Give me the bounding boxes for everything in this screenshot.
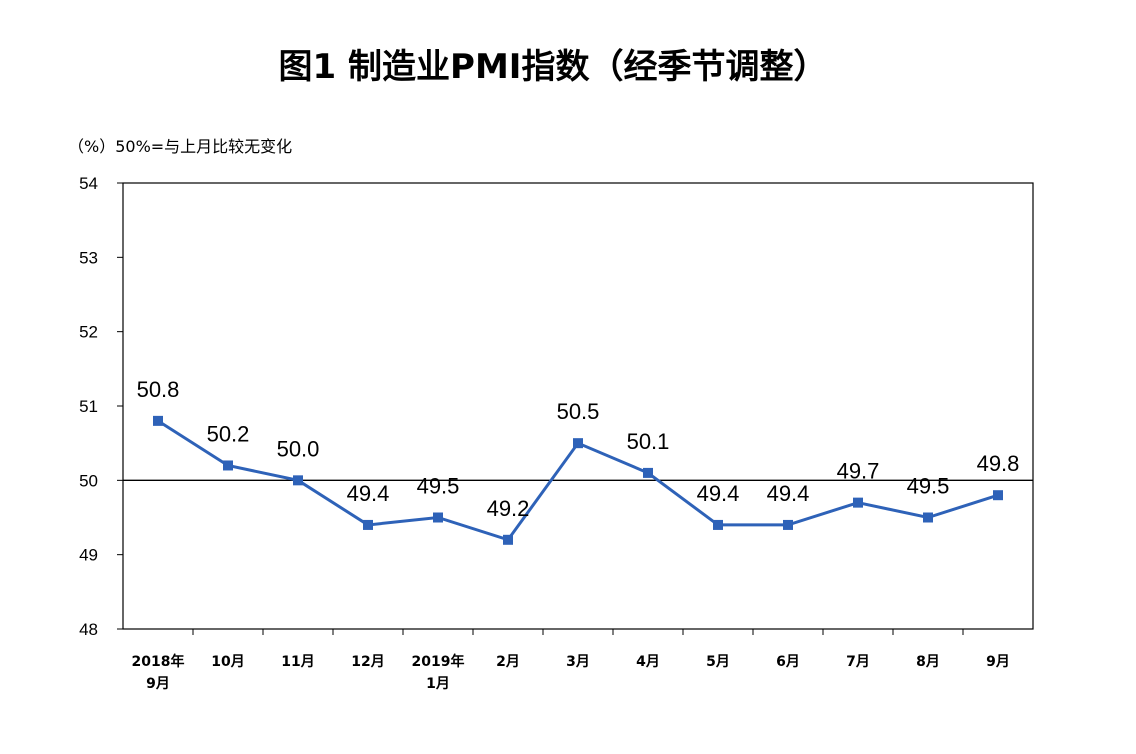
data-point-marker <box>573 438 583 449</box>
x-tick-label: 10月 <box>211 654 244 670</box>
data-point-marker <box>363 519 373 530</box>
data-label: 50.5 <box>557 399 600 424</box>
y-tick-label: 52 <box>79 323 98 342</box>
x-tick-label: 8月 <box>916 654 940 670</box>
data-label: 49.8 <box>977 451 1020 476</box>
data-point-marker <box>783 519 793 530</box>
x-tick-label: 2月 <box>496 654 520 670</box>
data-label: 49.2 <box>487 496 530 521</box>
data-point-marker <box>643 467 653 478</box>
y-tick-label: 54 <box>79 174 98 193</box>
data-label: 49.4 <box>347 481 390 506</box>
data-labels: 50.8 50.2 50.0 49.4 49.5 49.2 50.5 50.1 49.4 49.4… <box>137 377 1020 521</box>
chart-title: 图1 制造业PMI指数（经季节调整） <box>279 47 828 87</box>
series-markers <box>153 415 1003 545</box>
y-tick-label: 49 <box>79 546 98 565</box>
x-tick-label: 4月 <box>636 654 660 670</box>
y-tick-label: 53 <box>79 248 98 267</box>
x-tick-label: 2019年 <box>412 653 465 670</box>
x-tick-label: 11月 <box>281 654 314 670</box>
x-tick-label: 7月 <box>846 654 870 670</box>
data-point-marker <box>853 497 863 508</box>
data-point-marker <box>223 460 233 471</box>
data-point-marker <box>433 512 443 523</box>
data-point-marker <box>503 534 513 545</box>
y-tick-label: 50 <box>79 471 98 490</box>
data-label: 49.5 <box>417 474 460 499</box>
x-tick-label: 1月 <box>426 676 450 692</box>
x-tick-label: 2018年 <box>132 653 185 670</box>
x-tick-label: 9月 <box>986 654 1010 670</box>
data-label: 49.7 <box>837 459 880 484</box>
data-label: 49.4 <box>697 481 740 506</box>
y-tick-label: 51 <box>79 397 98 416</box>
data-label: 49.5 <box>907 474 950 499</box>
x-tick-label: 12月 <box>351 654 384 670</box>
data-point-marker <box>293 475 303 486</box>
x-tick-label: 5月 <box>706 654 730 670</box>
data-point-marker <box>713 519 723 530</box>
x-axis-ticks: 2018年 9月 10月 11月 12月 2019年 1月 2月 3月 4月 5月 6月 7月 8月 9月 <box>132 629 1010 692</box>
x-tick-label: 6月 <box>776 654 800 670</box>
x-tick-label: 3月 <box>566 654 590 670</box>
x-tick-label: 9月 <box>146 676 170 692</box>
data-label: 50.1 <box>627 429 670 454</box>
y-tick-label: 48 <box>79 620 98 639</box>
y-axis-ticks: 54 53 52 51 50 49 48 <box>79 174 123 639</box>
data-point-marker <box>993 490 1003 501</box>
data-label: 50.0 <box>277 436 320 461</box>
data-point-marker <box>923 512 933 523</box>
data-point-marker <box>153 415 163 426</box>
chart-note: （%）50%=与上月比较无变化 <box>68 137 292 156</box>
data-label: 50.2 <box>207 421 250 446</box>
data-label: 49.4 <box>767 481 810 506</box>
data-label: 50.8 <box>137 377 180 402</box>
